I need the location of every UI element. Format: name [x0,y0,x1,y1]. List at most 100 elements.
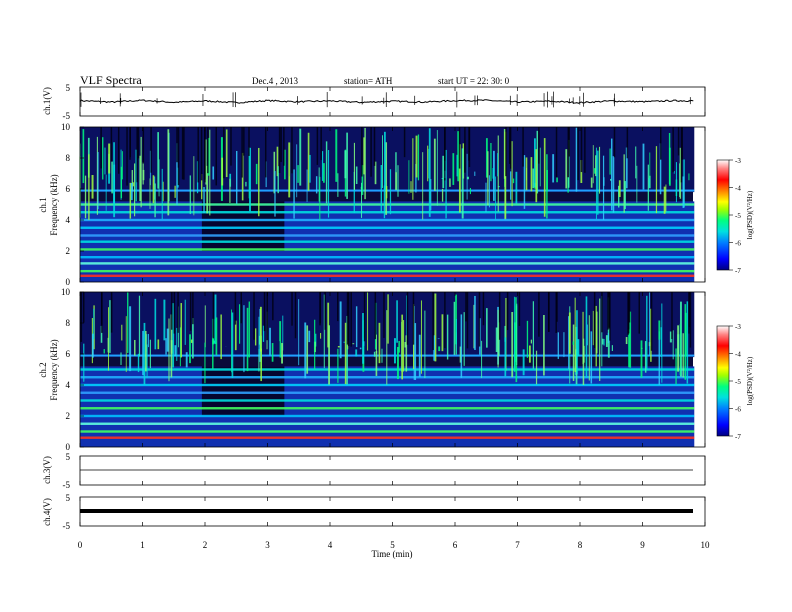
spec-band [80,422,695,425]
ch1-spikes [80,91,691,108]
ch4-waveform-panel: 5 -5 ch.4(V) [42,493,706,531]
ch2-spec-ylabel-freq: Frequency (kHz) [49,339,59,400]
colorbar-tick-label: -3 [735,157,741,165]
x-tick-label: 1 [140,540,145,550]
ch4-ytick-top: 5 [66,493,71,503]
spec-band [80,414,695,418]
y-tick-label: 10 [61,287,71,297]
ch2-spec-xticks [79,292,706,447]
spec-band [80,436,695,439]
spec-band [80,269,695,273]
spec-nodata [694,127,705,282]
ch1-trace-line [79,99,694,104]
x-tick-label: 0 [78,540,83,550]
y-tick-label: 0 [66,277,71,287]
spec-quiet-interval [201,201,285,251]
colorbar-tick-label: -4 [735,185,741,193]
start-time-label: start UT = 22: 30: 0 [438,76,510,86]
figure-title: VLF Spectra [80,73,142,87]
spec-band [80,262,695,265]
x-tick-label: 6 [453,540,458,550]
spec-upper-region [80,127,695,193]
x-tick-label: 10 [701,540,711,550]
y-tick-label: 4 [66,380,71,390]
ch3-frame [79,455,706,486]
colorbar-tick-label: -5 [735,378,741,386]
y-tick-label: 2 [66,411,71,421]
colorbar-ch1-label: log(PSD)(V²/Hz) [746,190,754,239]
ch1-xticks [79,87,706,116]
y-tick-label: 0 [66,442,71,452]
ch1-ytick-top: 5 [66,83,71,93]
colorbar-tick-label: -6 [735,406,741,414]
ch1-spec-yticks: 0 2 4 6 8 10 [61,122,84,287]
colorbar-ch2: -3 -4 -5 -6 -7 log(PSD)(V²/Hz) [716,323,754,441]
ch3-ylabel: ch.3(V) [42,456,52,484]
ch1-spec-ylabel-channel: ch.1 [38,197,48,212]
ch1-frame [79,86,706,117]
ch4-ytick-bottom: -5 [63,521,71,531]
ch3-ytick-bottom: -5 [63,480,71,490]
colorbar-ch2-gradient [716,325,730,437]
spec-band [80,211,695,214]
y-tick-label: 8 [66,318,71,328]
ch4-xticks [79,497,706,526]
x-tick-label: 9 [640,540,645,550]
colorbar-tick-label: -7 [735,433,741,441]
y-tick-label: 6 [66,184,71,194]
ch1-spectrogram-image [79,127,705,282]
ch1-ytick-bottom: -5 [63,111,71,121]
colorbar-ch1: -3 -4 -5 -6 -7 log(PSD)(V²/Hz) [716,157,754,275]
spec-band [80,399,695,402]
y-tick-label: 2 [66,246,71,256]
y-tick-label: 8 [66,153,71,163]
x-tick-label: 5 [390,540,395,550]
x-tick-label: 3 [265,540,270,550]
station-label: station= ATH [344,76,393,86]
x-tick-label: 2 [203,540,208,550]
spec-band [80,240,695,243]
ch1-spec-ylabel-freq: Frequency (kHz) [49,174,59,235]
ch4-ylabel: ch.4(V) [42,498,52,526]
spec-band [80,430,695,433]
x-tick-label: 4 [328,540,333,550]
colorbar-tick-label: -5 [735,212,741,220]
y-tick-label: 10 [61,122,71,132]
y-tick-label: 4 [66,215,71,225]
colorbar-tick-label: -6 [735,240,741,248]
ch3-ytick-top: 5 [66,452,71,462]
ch1-spectrogram-panel: 0 2 4 6 8 10 ch.1 Frequency (kHz) [38,122,706,287]
x-axis-label: Time (min) [372,549,413,559]
x-axis-tick-labels: 0 1 2 3 4 5 6 7 8 9 10 [78,540,710,550]
colorbar-tick-label: -3 [735,323,741,331]
ch3-xticks [79,456,706,485]
spec-band [80,248,695,251]
colorbar-ch2-ticks: -3 -4 -5 -6 -7 [729,323,741,441]
ch2-spectrogram-image [80,292,705,447]
ch3-waveform-panel: 5 -5 ch.3(V) [42,452,706,490]
spec-band [80,407,695,410]
colorbar-tick-label: -7 [735,267,741,275]
colorbar-ch1-ticks: -3 -4 -5 -6 -7 [729,157,741,275]
y-tick-label: 6 [66,349,71,359]
date-label: Dec.4 , 2013 [252,76,298,86]
ch1-ylabel: ch.1(V) [42,87,52,115]
spec-band [80,226,695,229]
spec-band [80,256,695,259]
spec-nodata [694,292,705,447]
ch1-spec-xticks [79,127,706,282]
spec-band [80,383,695,387]
spec-band [80,234,695,237]
x-tick-label: 8 [578,540,583,550]
spec-band [80,391,695,394]
spec-band [80,218,695,222]
ch2-spec-yticks: 0 2 4 6 8 10 [61,287,84,452]
ch2-spectrogram-panel: 0 2 4 6 8 10 ch.2 Frequency (kHz) [38,287,706,452]
colorbar-ch2-label: log(PSD)(V²/Hz) [746,356,754,405]
spec-band [80,274,695,277]
ch2-spec-ylabel-channel: ch.2 [38,362,48,377]
x-tick-label: 7 [515,540,520,550]
ch1-waveform-panel: 5 -5 ch.1(V) [42,83,706,121]
colorbar-tick-label: -4 [735,351,741,359]
